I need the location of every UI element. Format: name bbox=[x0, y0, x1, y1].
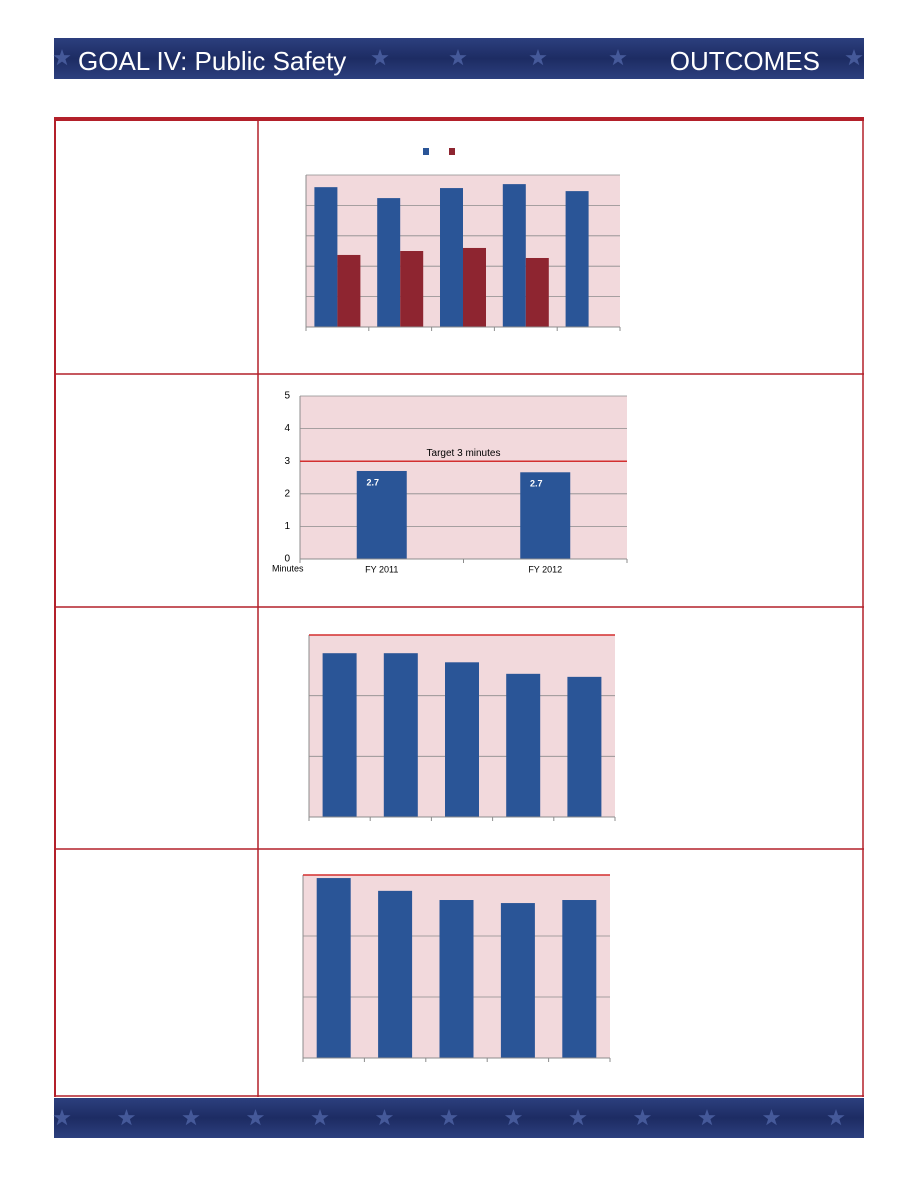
x-tick-label: FY 2012 bbox=[528, 564, 562, 574]
bar bbox=[567, 676, 602, 817]
bar bbox=[316, 878, 351, 1058]
bar bbox=[400, 251, 424, 327]
bar bbox=[562, 900, 597, 1058]
bar bbox=[439, 900, 474, 1058]
footer-banner bbox=[54, 1098, 864, 1138]
star bbox=[609, 49, 627, 66]
x-tick-label: FY 2011 bbox=[365, 564, 398, 574]
bar bbox=[502, 184, 526, 327]
star bbox=[182, 1109, 200, 1126]
star bbox=[311, 1109, 329, 1126]
bar bbox=[506, 673, 541, 817]
bar bbox=[356, 470, 407, 559]
star bbox=[698, 1109, 716, 1126]
bar bbox=[383, 653, 418, 817]
bar bbox=[377, 198, 401, 327]
value-label: 2.7 bbox=[366, 477, 379, 487]
star bbox=[827, 1109, 845, 1126]
bar bbox=[322, 653, 357, 817]
bar bbox=[463, 247, 486, 327]
star bbox=[117, 1109, 136, 1126]
banners bbox=[53, 38, 864, 1138]
star bbox=[845, 49, 863, 66]
star bbox=[371, 49, 389, 66]
star bbox=[762, 1109, 781, 1126]
bar bbox=[445, 662, 479, 817]
y-tick-label: 3 bbox=[284, 456, 290, 467]
bar bbox=[440, 188, 463, 327]
star bbox=[449, 49, 467, 66]
y-tick-label: 4 bbox=[284, 423, 290, 434]
table-frame bbox=[54, 117, 864, 1097]
header-title: GOAL IV: Public Safety bbox=[78, 46, 346, 76]
plot-area bbox=[300, 396, 627, 559]
y-axis-label: Minutes bbox=[272, 563, 304, 573]
bar bbox=[525, 257, 549, 327]
y-tick-label: 0 bbox=[284, 554, 290, 565]
star bbox=[375, 1109, 394, 1126]
star bbox=[633, 1109, 652, 1126]
legend-swatch bbox=[449, 148, 455, 155]
star bbox=[529, 49, 547, 66]
star bbox=[53, 49, 71, 66]
bar bbox=[520, 472, 571, 559]
bar bbox=[337, 254, 361, 327]
star bbox=[504, 1109, 523, 1126]
bar bbox=[314, 187, 338, 327]
legend-swatch bbox=[423, 148, 429, 155]
star bbox=[53, 1109, 71, 1126]
y-tick-label: 1 bbox=[284, 521, 290, 532]
bar bbox=[378, 890, 413, 1058]
y-tick-label: 5 bbox=[284, 391, 290, 402]
star bbox=[440, 1109, 458, 1126]
value-label: 2.7 bbox=[530, 479, 543, 489]
target-label: Target 3 minutes bbox=[427, 448, 501, 459]
star bbox=[246, 1109, 265, 1126]
bar bbox=[500, 903, 535, 1058]
y-tick-label: 2 bbox=[284, 488, 290, 499]
header-section: OUTCOMES bbox=[670, 46, 820, 76]
star bbox=[569, 1109, 587, 1126]
bar bbox=[565, 191, 589, 327]
